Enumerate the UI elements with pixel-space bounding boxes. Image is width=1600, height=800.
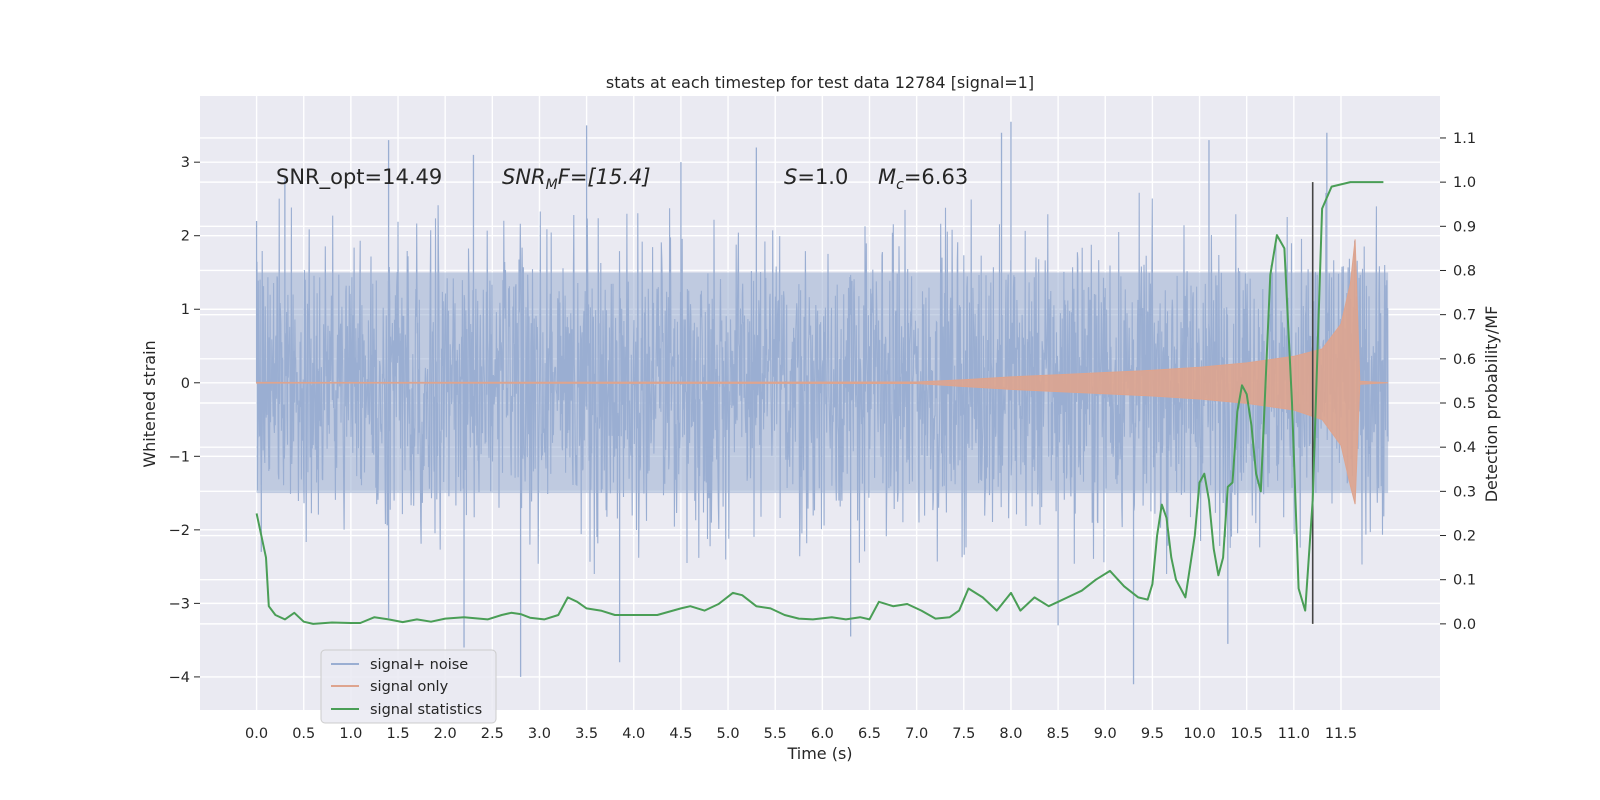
y-tick-label: −2 bbox=[169, 523, 190, 539]
annotation-mc-subscript: c bbox=[896, 177, 904, 193]
y2-tick-label: 0.9 bbox=[1453, 219, 1476, 235]
y2-tick-label: 1.1 bbox=[1453, 131, 1476, 147]
y2-tick-label: 0.5 bbox=[1453, 396, 1476, 412]
annotation-snr-mf-f: F=[15.4] bbox=[558, 165, 651, 189]
y-tick-label: −4 bbox=[169, 670, 190, 686]
x-tick-label: 7.5 bbox=[952, 726, 975, 742]
annotation-snr-mf: SNRMF=[15.4] bbox=[502, 165, 651, 193]
x-tick-label: 9.0 bbox=[1094, 726, 1117, 742]
y-tick-label: 1 bbox=[181, 302, 190, 318]
series-signal-only-envelope bbox=[256, 239, 1389, 505]
y-tick-label: 2 bbox=[181, 229, 190, 245]
y-tick-label: −3 bbox=[169, 596, 190, 612]
annotation-s: S=1.0 bbox=[784, 165, 848, 189]
annotation-snr-mf-symbol: SNR bbox=[502, 165, 546, 189]
axis-layer: 0.0 0.5 1.0 1.5 2.0 2.5 3.0 3.5 4.0 4.5 5.0 5.5 6.0 6… bbox=[169, 131, 1476, 742]
series-signal-statistics-line bbox=[255, 181, 1384, 625]
legend-label-signal-only: signal only bbox=[370, 679, 449, 695]
x-axis-label: Time (s) bbox=[786, 744, 852, 763]
y2-tick-label: 1.0 bbox=[1453, 175, 1476, 191]
x-tick-label: 5.0 bbox=[717, 726, 740, 742]
y2-axis-label: Detection probability/MF bbox=[1482, 306, 1501, 503]
y2-tick-label: 0.7 bbox=[1453, 308, 1476, 324]
y2-tick-label: 0.6 bbox=[1453, 352, 1476, 368]
x-tick-label: 6.5 bbox=[858, 726, 881, 742]
x-tick-label: 4.5 bbox=[669, 726, 692, 742]
y-axis-label: Whitened strain bbox=[140, 340, 159, 467]
x-tick-label: 6.0 bbox=[811, 726, 834, 742]
x-tick-label: 9.5 bbox=[1141, 726, 1164, 742]
x-tick-label: 11.0 bbox=[1278, 726, 1310, 742]
x-tick-label: 3.5 bbox=[575, 726, 598, 742]
annotation-mc: Mc=6.63 bbox=[878, 165, 968, 193]
y2-tick-label: 0.3 bbox=[1453, 484, 1476, 500]
legend-box bbox=[320, 649, 497, 724]
annotation-s-value: =1.0 bbox=[797, 165, 848, 189]
x-tick-label: 1.5 bbox=[386, 726, 409, 742]
y2-tick-label: 0.1 bbox=[1453, 573, 1476, 589]
annotation-s-symbol: S bbox=[784, 165, 797, 189]
annotation-mc-symbol: M bbox=[878, 165, 896, 189]
y2-tick-label: 0.2 bbox=[1453, 529, 1476, 545]
x-tick-label: 10.0 bbox=[1183, 726, 1215, 742]
x-tick-label: 0.0 bbox=[245, 726, 268, 742]
x-tick-label: 5.5 bbox=[764, 726, 787, 742]
y-tick-label: −1 bbox=[169, 449, 190, 465]
x-tick-label: 8.0 bbox=[999, 726, 1022, 742]
x-tick-label: 0.5 bbox=[292, 726, 315, 742]
x-tick-label: 2.5 bbox=[481, 726, 504, 742]
y2-tick-label: 0.4 bbox=[1453, 440, 1476, 456]
annotation-snr-opt: SNR_opt=14.49 bbox=[276, 165, 442, 190]
legend-label-signal-noise: signal+ noise bbox=[370, 657, 468, 673]
x-tick-label: 3.0 bbox=[528, 726, 551, 742]
annotation-snr-mf-subscript: M bbox=[546, 177, 558, 193]
series-layer bbox=[255, 121, 1389, 685]
y-tick-label: 3 bbox=[181, 155, 190, 171]
x-tick-label: 1.0 bbox=[339, 726, 362, 742]
x-tick-label: 7.0 bbox=[905, 726, 928, 742]
chart-title: stats at each timestep for test data 127… bbox=[606, 73, 1034, 92]
y-tick-label: 0 bbox=[181, 376, 190, 392]
x-tick-label: 11.5 bbox=[1325, 726, 1357, 742]
legend: signal+ noise signal only signal statist… bbox=[320, 649, 497, 724]
y2-tick-label: 0.0 bbox=[1453, 617, 1476, 633]
annotation-mc-value: =6.63 bbox=[904, 165, 968, 189]
legend-label-signal-statistics: signal statistics bbox=[370, 702, 482, 718]
x-tick-label: 2.0 bbox=[434, 726, 457, 742]
x-tick-label: 10.5 bbox=[1231, 726, 1263, 742]
x-tick-label: 4.0 bbox=[622, 726, 645, 742]
x-tick-label: 8.5 bbox=[1047, 726, 1070, 742]
y2-tick-label: 0.8 bbox=[1453, 263, 1476, 279]
